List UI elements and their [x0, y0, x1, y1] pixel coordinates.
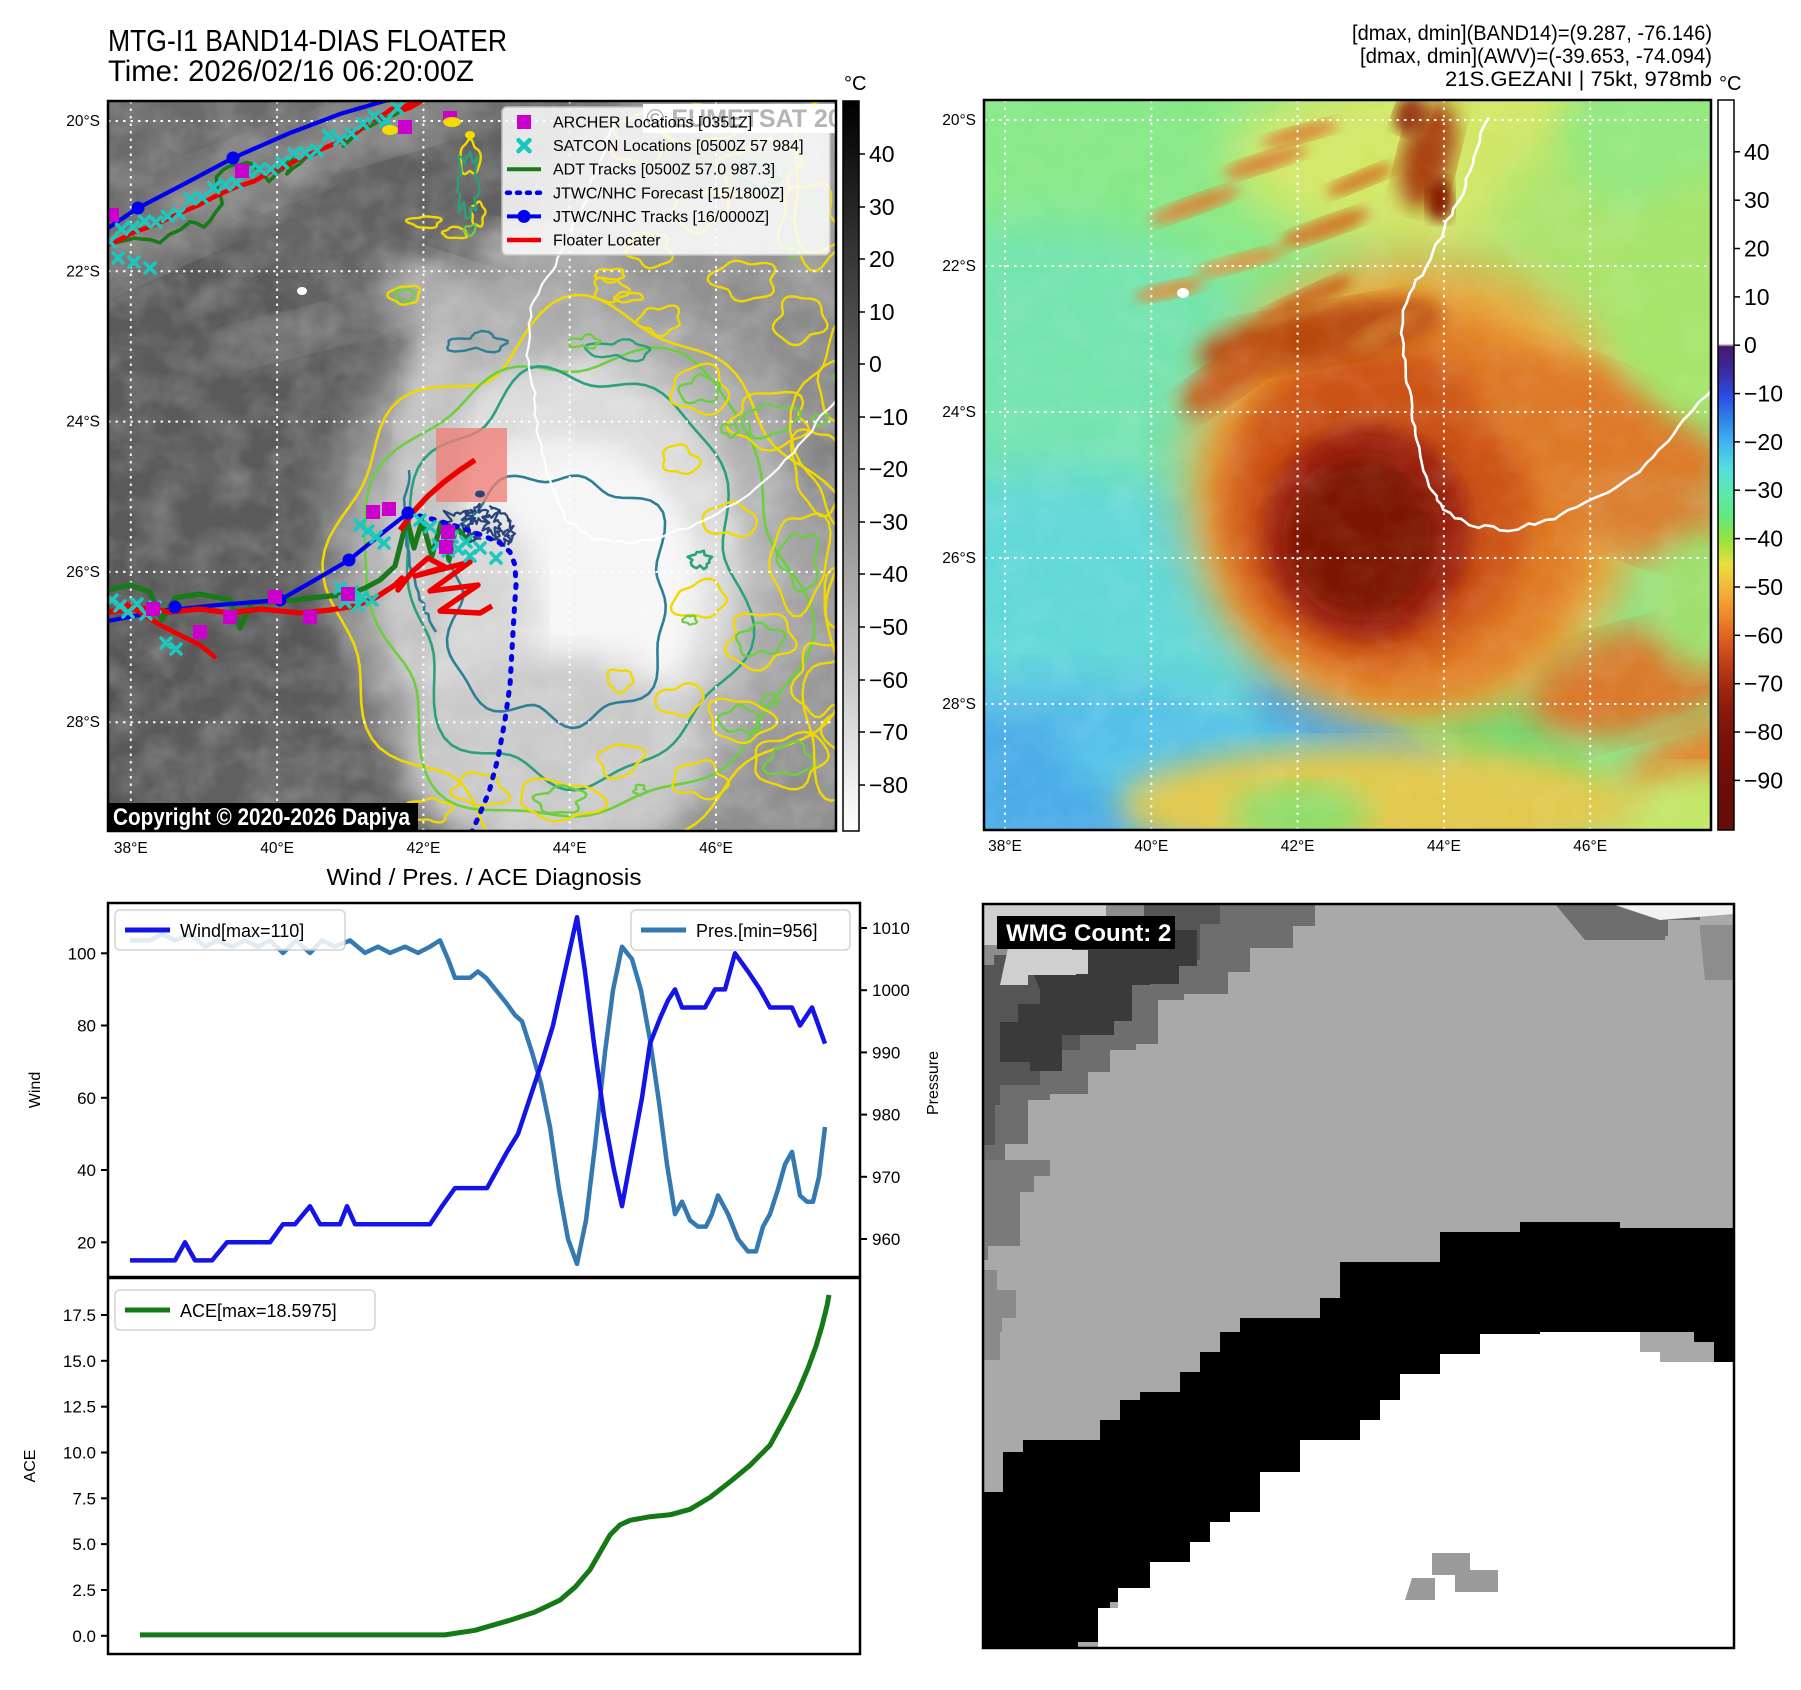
- svg-text:38°E: 38°E: [988, 838, 1022, 855]
- svg-text:Wind: Wind: [27, 1072, 44, 1108]
- svg-text:7.5: 7.5: [72, 1489, 96, 1508]
- svg-text:Time: 2026/02/16 06:20:00Z: Time: 2026/02/16 06:20:00Z: [108, 55, 474, 88]
- svg-text:JTWC/NHC Tracks [16/0000Z]: JTWC/NHC Tracks [16/0000Z]: [553, 209, 769, 226]
- svg-text:−70: −70: [1744, 671, 1783, 697]
- svg-text:28°S: 28°S: [66, 714, 100, 731]
- svg-text:46°E: 46°E: [699, 840, 733, 857]
- svg-text:MTG-I1 BAND14-DIAS FLOATER: MTG-I1 BAND14-DIAS FLOATER: [108, 23, 507, 58]
- svg-text:Wind[max=110]: Wind[max=110]: [180, 921, 304, 941]
- svg-text:38°E: 38°E: [114, 840, 148, 857]
- svg-text:22°S: 22°S: [942, 258, 976, 275]
- svg-text:−40: −40: [869, 561, 908, 587]
- svg-text:60: 60: [77, 1089, 96, 1108]
- svg-text:20: 20: [1744, 236, 1770, 262]
- svg-text:24°S: 24°S: [942, 404, 976, 421]
- svg-text:2.5: 2.5: [72, 1581, 96, 1600]
- svg-text:Copyright © 2020-2026 Dapiya: Copyright © 2020-2026 Dapiya: [113, 804, 411, 831]
- svg-text:44°E: 44°E: [553, 840, 587, 857]
- svg-text:[dmax, dmin](AWV)=(-39.653, -7: [dmax, dmin](AWV)=(-39.653, -74.094): [1360, 45, 1712, 68]
- svg-text:40°E: 40°E: [260, 840, 294, 857]
- svg-text:10: 10: [1744, 284, 1770, 310]
- svg-text:30: 30: [1744, 187, 1770, 213]
- svg-text:5.0: 5.0: [72, 1535, 96, 1554]
- svg-text:22°S: 22°S: [66, 263, 100, 280]
- svg-text:30: 30: [869, 194, 895, 220]
- svg-text:Pressure: Pressure: [925, 1051, 942, 1115]
- svg-text:JTWC/NHC Forecast [15/1800Z]: JTWC/NHC Forecast [15/1800Z]: [553, 185, 784, 202]
- svg-text:40: 40: [1744, 139, 1770, 165]
- svg-text:SATCON Locations [0500Z 57 984: SATCON Locations [0500Z 57 984]: [553, 138, 804, 155]
- svg-text:−30: −30: [869, 509, 908, 535]
- svg-text:ACE[max=18.5975]: ACE[max=18.5975]: [180, 1301, 337, 1321]
- svg-text:−80: −80: [1744, 719, 1783, 745]
- svg-text:ACE: ACE: [22, 1450, 39, 1483]
- svg-text:−40: −40: [1744, 526, 1783, 552]
- svg-text:Pres.[min=956]: Pres.[min=956]: [696, 921, 818, 941]
- svg-text:40: 40: [869, 141, 895, 167]
- svg-text:ARCHER Locations [0351Z]: ARCHER Locations [0351Z]: [553, 115, 752, 132]
- svg-text:46°E: 46°E: [1573, 838, 1607, 855]
- svg-text:−60: −60: [869, 667, 908, 693]
- svg-text:−50: −50: [1744, 574, 1783, 600]
- svg-text:12.5: 12.5: [63, 1398, 96, 1417]
- svg-text:10: 10: [869, 299, 895, 325]
- svg-text:WMG Count: 2: WMG Count: 2: [1006, 920, 1171, 947]
- svg-text:20°S: 20°S: [942, 112, 976, 129]
- svg-text:−30: −30: [1744, 477, 1783, 503]
- svg-text:42°E: 42°E: [1281, 838, 1315, 855]
- svg-text:0: 0: [1744, 332, 1757, 358]
- svg-text:44°E: 44°E: [1427, 838, 1461, 855]
- svg-text:−20: −20: [1744, 429, 1783, 455]
- svg-text:40: 40: [77, 1161, 96, 1180]
- svg-text:−90: −90: [1744, 767, 1783, 793]
- svg-text:°C: °C: [844, 73, 866, 95]
- svg-text:Floater Locater: Floater Locater: [553, 233, 661, 250]
- svg-text:17.5: 17.5: [63, 1306, 96, 1325]
- svg-text:40°E: 40°E: [1134, 838, 1168, 855]
- svg-text:42°E: 42°E: [407, 840, 441, 857]
- svg-text:20: 20: [77, 1233, 96, 1252]
- svg-text:1010: 1010: [872, 919, 910, 938]
- svg-text:80: 80: [77, 1017, 96, 1036]
- svg-text:1000: 1000: [872, 981, 910, 1000]
- svg-text:15.0: 15.0: [63, 1352, 96, 1371]
- svg-text:Wind / Pres. / ACE Diagnosis: Wind / Pres. / ACE Diagnosis: [327, 864, 642, 890]
- svg-text:26°S: 26°S: [66, 564, 100, 581]
- svg-text:970: 970: [872, 1168, 900, 1187]
- svg-text:© EUMETSAT 2026: © EUMETSAT 2026: [646, 105, 870, 133]
- svg-text:−60: −60: [1744, 622, 1783, 648]
- svg-text:ADT Tracks [0500Z 57.0 987.3]: ADT Tracks [0500Z 57.0 987.3]: [553, 162, 775, 179]
- svg-text:0.0: 0.0: [72, 1627, 96, 1646]
- svg-text:°C: °C: [1719, 73, 1741, 95]
- svg-text:[dmax, dmin](BAND14)=(9.287, -: [dmax, dmin](BAND14)=(9.287, -76.146): [1352, 22, 1712, 45]
- svg-text:−20: −20: [869, 456, 908, 482]
- svg-text:960: 960: [872, 1230, 900, 1249]
- svg-text:100: 100: [68, 944, 96, 963]
- svg-text:−10: −10: [869, 404, 908, 430]
- svg-text:28°S: 28°S: [942, 696, 976, 713]
- svg-text:26°S: 26°S: [942, 550, 976, 567]
- svg-text:21S.GEZANI | 75kt, 978mb: 21S.GEZANI | 75kt, 978mb: [1445, 68, 1712, 91]
- svg-text:20: 20: [869, 246, 895, 272]
- svg-text:−80: −80: [869, 772, 908, 798]
- svg-text:24°S: 24°S: [66, 414, 100, 431]
- svg-text:980: 980: [872, 1106, 900, 1125]
- svg-text:−10: −10: [1744, 381, 1783, 407]
- svg-text:−50: −50: [869, 614, 908, 640]
- svg-text:10.0: 10.0: [63, 1444, 96, 1463]
- svg-text:990: 990: [872, 1043, 900, 1062]
- svg-text:0: 0: [869, 351, 882, 377]
- svg-text:−70: −70: [869, 719, 908, 745]
- svg-text:20°S: 20°S: [66, 113, 100, 130]
